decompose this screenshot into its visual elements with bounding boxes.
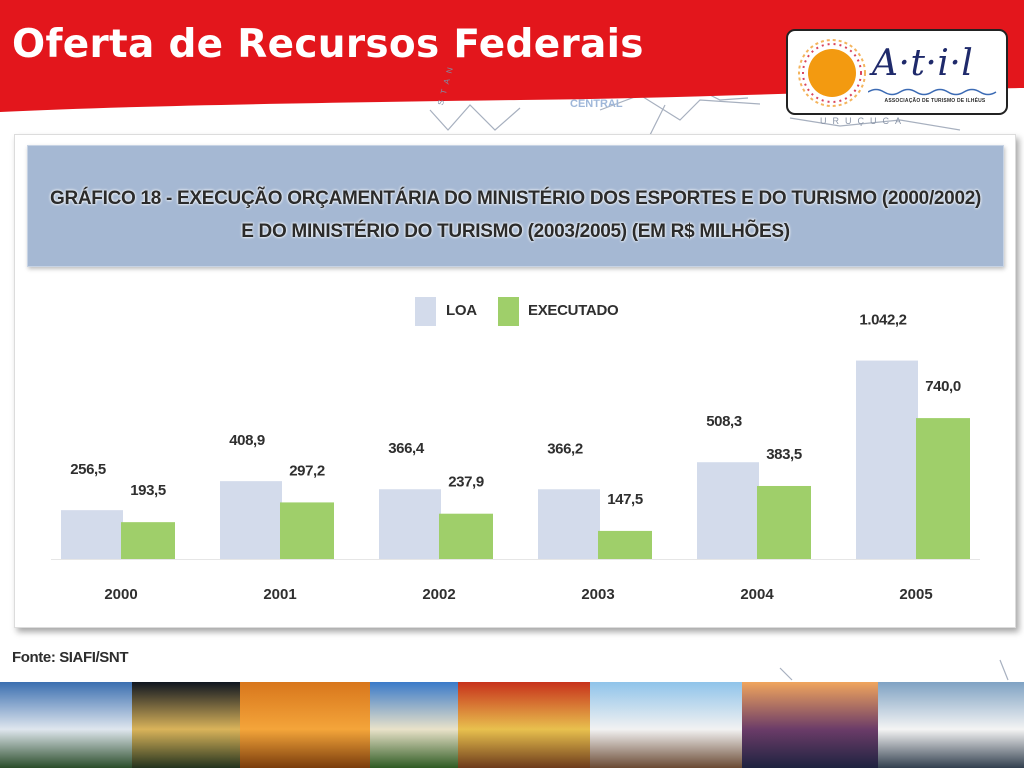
data-label-executado-2004: 383,5 (766, 446, 802, 463)
bar-loa-2003 (538, 489, 600, 559)
bar-executado-2004 (757, 485, 811, 559)
x-tick-label-2002: 2002 (422, 586, 455, 603)
bar-executado-2002 (439, 513, 493, 559)
data-label-loa-2004: 508,3 (706, 413, 742, 430)
bar-executado-2001 (280, 502, 334, 559)
logo-name: A·t·i·l (872, 43, 974, 84)
data-label-executado-2003: 147,5 (607, 491, 643, 508)
chart-card: GRÁFICO 18 - EXECUÇÃO ORÇAMENTÁRIA DO MI… (14, 134, 1016, 628)
legend-swatch-loa (415, 297, 436, 326)
bar-executado-2000 (121, 522, 175, 559)
x-tick-label-2001: 2001 (263, 586, 296, 603)
photo-cathedral-at-night (132, 682, 240, 768)
data-label-loa-2002: 366,4 (388, 440, 425, 457)
legend-label-executado: EXECUTADO (528, 302, 619, 319)
photo-moqueca-dishes (458, 682, 590, 768)
chart-title-line-2: E DO MINISTÉRIO DO TURISMO (2003/2005) (… (241, 221, 790, 242)
data-label-executado-2005: 740,0 (925, 378, 961, 395)
x-tick-label-2005: 2005 (899, 586, 932, 603)
photo-strip (0, 682, 1024, 768)
x-tick-label-2000: 2000 (104, 586, 137, 603)
x-tick-label-2003: 2003 (581, 586, 614, 603)
data-label-executado-2000: 193,5 (130, 482, 166, 499)
bar-loa-2005 (856, 360, 918, 559)
sun-icon (798, 39, 866, 107)
header-banner (0, 0, 1024, 112)
photo-colonial-building (0, 682, 132, 768)
photo-beach-with-palms (370, 682, 458, 768)
x-tick-label-2004: 2004 (740, 586, 774, 603)
data-label-executado-2001: 297,2 (289, 462, 325, 479)
bar-chart-plot: 256,5 193,5 2000 408,9 297,2 2001 366,4 237,9 20… (51, 312, 980, 603)
map-label-central: CENTRAL (570, 98, 623, 110)
photo-acaraje (240, 682, 370, 768)
slide-title: Oferta de Recursos Federais (12, 22, 644, 67)
bar-loa-2002 (379, 489, 441, 559)
photo-capoeira-on-beach (590, 682, 742, 768)
bar-loa-2004 (697, 462, 759, 559)
legend-label-loa: LOA (446, 302, 477, 319)
chart-title-line-1: GRÁFICO 18 - EXECUÇÃO ORÇAMENTÁRIA DO MI… (49, 188, 982, 209)
logo-caption: ASSOCIAÇÃO DE TURISMO DE ILHÉUS (884, 98, 986, 104)
bar-executado-2005 (916, 418, 970, 559)
chart-source: Fonte: SIAFI/SNT (12, 649, 129, 666)
data-label-loa-2003: 366,2 (547, 440, 583, 457)
data-label-loa-2000: 256,5 (70, 461, 106, 478)
data-label-executado-2002: 237,9 (448, 474, 484, 491)
photo-sunset-over-water (742, 682, 878, 768)
bar-executado-2003 (598, 530, 652, 559)
bar-loa-2000 (61, 510, 123, 559)
photo-cruise-ship (878, 682, 1024, 768)
data-label-loa-2005: 1.042,2 (859, 312, 906, 329)
legend-swatch-executado (498, 297, 519, 326)
atil-logo: A·t·i·l ASSOCIAÇÃO DE TURISMO DE ILHÉUS (786, 29, 1008, 115)
data-label-loa-2001: 408,9 (229, 432, 265, 449)
bar-loa-2001 (220, 481, 282, 559)
map-label-urucuca: URUÇUCA (820, 116, 907, 126)
chart-title-banner: GRÁFICO 18 - EXECUÇÃO ORÇAMENTÁRIA DO MI… (27, 145, 1004, 267)
logo-waves (868, 88, 997, 96)
